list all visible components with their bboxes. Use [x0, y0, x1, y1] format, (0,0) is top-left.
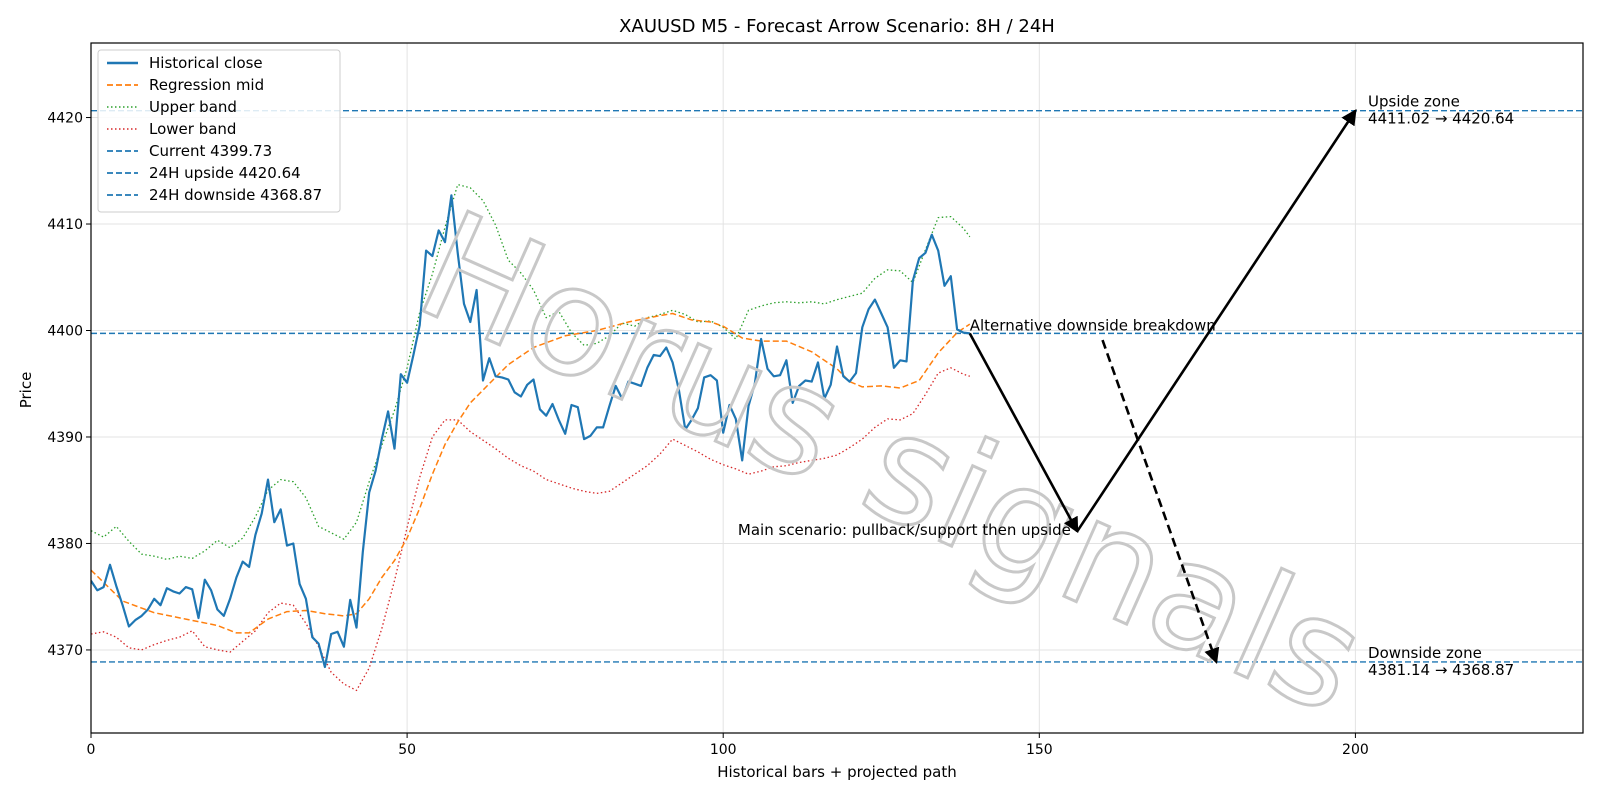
y-tick-label: 4370: [47, 643, 83, 659]
legend-label: Regression mid: [149, 76, 264, 94]
annotation-main-scenario: Main scenario: pullback/support then ups…: [738, 521, 1071, 539]
forecast-arrow-alt-down: [1101, 339, 1220, 664]
y-tick-label: 4380: [47, 536, 83, 552]
legend-label: Current 4399.73: [149, 142, 272, 160]
legend-label: Historical close: [149, 54, 263, 72]
series-line-2: [91, 312, 971, 634]
annotation-downside-zone-line: Downside zone: [1368, 644, 1482, 662]
annotations: Alternative downside breakdown Main scena…: [738, 93, 1514, 679]
annotation-alternative: Alternative downside breakdown: [970, 317, 1216, 335]
legend: Historical close Regression mid Upper band…: [97, 49, 341, 213]
annotation-upside-zone-line: 4411.02 → 4420.64: [1368, 110, 1514, 128]
legend-box: [97, 49, 341, 213]
y-tick-label: 4410: [47, 217, 83, 233]
legend-label: 24H downside 4368.87: [149, 186, 322, 204]
legend-label: Lower band: [149, 120, 236, 138]
chart-title: XAUUSD M5 - Forecast Arrow Scenario: 8H …: [619, 16, 1055, 37]
x-tick-label: 50: [398, 742, 416, 758]
series-layer: [91, 183, 971, 692]
x-tick-label: 100: [710, 742, 737, 758]
y-axis-label: Price: [17, 372, 35, 409]
forecast-arrow-main-down: [968, 332, 1079, 534]
legend-label: Upper band: [149, 98, 237, 116]
series-line-4: [91, 367, 971, 692]
forecast-arrow-main-up: [1076, 108, 1357, 533]
series-line-3: [91, 183, 971, 561]
forecast-arrows: [968, 108, 1357, 664]
x-axis: 0 50 100 150 200: [87, 733, 1369, 758]
annotation-upside-zone-line: Upside zone: [1368, 93, 1460, 111]
y-tick-label: 4390: [47, 430, 83, 446]
x-axis-label: Historical bars + projected path: [717, 763, 957, 781]
y-tick-label: 4400: [47, 324, 83, 340]
watermark: Horus signals: [395, 179, 1388, 748]
x-tick-label: 150: [1026, 742, 1053, 758]
x-tick-label: 0: [87, 742, 96, 758]
x-tick-label: 200: [1342, 742, 1369, 758]
plot-frame: [90, 42, 1584, 734]
y-tick-label: 4420: [47, 111, 83, 127]
series-line-1: [91, 194, 970, 669]
annotation-downside-zone-line: 4381.14 → 4368.87: [1368, 661, 1514, 679]
legend-label: 24H upside 4420.64: [149, 164, 301, 182]
y-axis: 4370 4380 4390 4400 4410 4420: [47, 111, 91, 659]
